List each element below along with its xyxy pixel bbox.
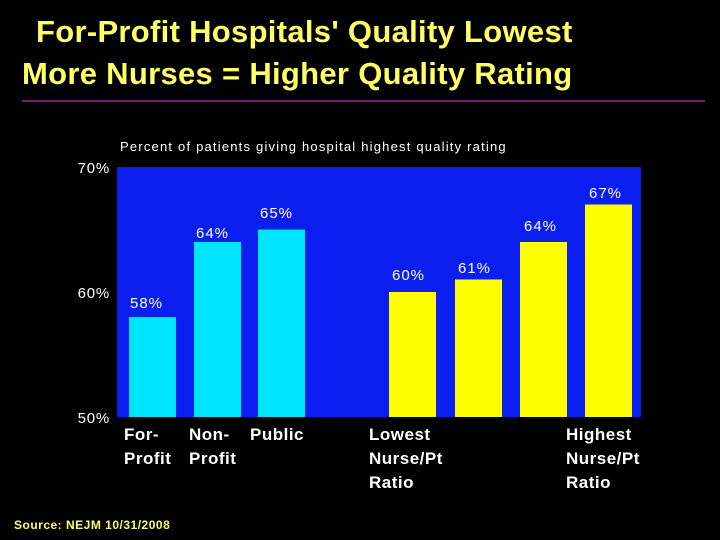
bar-value-label: 61% xyxy=(458,260,491,277)
bar xyxy=(258,229,305,417)
bar-value-label: 64% xyxy=(524,218,557,235)
x-category-label: Ratio xyxy=(566,473,611,492)
y-tick-label: 70% xyxy=(78,160,110,177)
x-category-label: Profit xyxy=(189,449,236,468)
bar xyxy=(520,242,567,417)
y-tick-label: 60% xyxy=(78,285,110,302)
title-divider xyxy=(22,100,705,102)
bar-value-label: 64% xyxy=(196,225,229,242)
y-tick-label: 50% xyxy=(78,410,110,427)
bar xyxy=(194,242,241,417)
bar xyxy=(455,279,502,417)
x-category-label: Lowest xyxy=(369,425,431,444)
title-line-2: More Nurses = Higher Quality Rating xyxy=(22,56,573,91)
x-category-label: Ratio xyxy=(369,473,414,492)
bar-value-label: 60% xyxy=(392,267,425,284)
x-category-label: Nurse/Pt xyxy=(566,449,640,468)
x-category-label: Non- xyxy=(189,425,230,444)
bar-value-label: 67% xyxy=(589,185,622,202)
source-note: Source: NEJM 10/31/2008 xyxy=(14,518,171,532)
chart-title: Percent of patients giving hospital high… xyxy=(120,139,507,154)
bar xyxy=(129,317,176,417)
bar-value-label: 65% xyxy=(260,205,293,222)
bar-value-label: 58% xyxy=(130,295,163,312)
x-category-label: Profit xyxy=(124,449,171,468)
x-category-label: Nurse/Pt xyxy=(369,449,443,468)
title-line-1: For-Profit Hospitals' Quality Lowest xyxy=(36,14,573,49)
bar xyxy=(585,204,632,417)
x-category-label: For- xyxy=(124,425,159,444)
x-category-label: Highest xyxy=(566,425,632,444)
bar xyxy=(389,292,436,417)
x-category-label: Public xyxy=(250,425,304,444)
